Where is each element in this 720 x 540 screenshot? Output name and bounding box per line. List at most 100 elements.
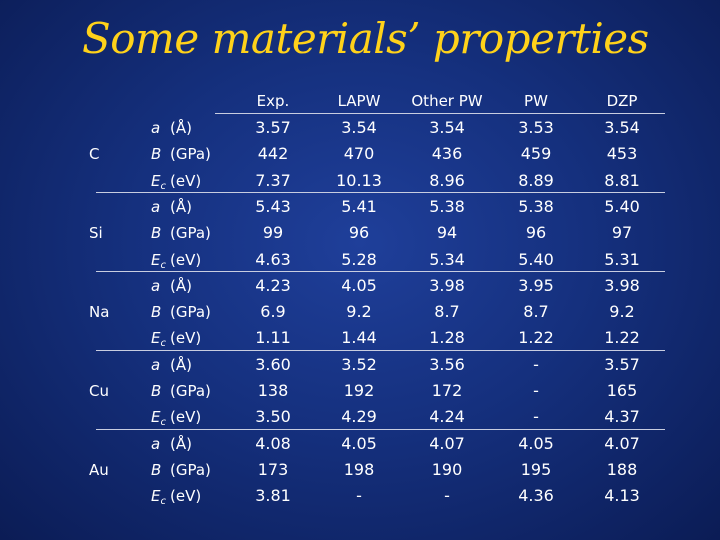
table-cell: 4.63 [255, 249, 291, 269]
table-cell: 7.37 [255, 170, 291, 190]
slide-title: Some materials’ properties [82, 14, 649, 63]
table-cell: 173 [257, 459, 289, 479]
property-unit: (GPa) [170, 460, 211, 479]
column-header: LAPW [337, 92, 381, 110]
property-symbol: a [151, 434, 160, 454]
property-symbol: B [151, 460, 161, 480]
property-unit: (GPa) [170, 382, 211, 400]
table-cell: 3.98 [429, 275, 465, 295]
table-cell: 5.38 [518, 196, 554, 216]
table-cell: 4.05 [518, 433, 554, 453]
table-cell: 4.08 [255, 433, 291, 453]
property-unit: (eV) [170, 171, 202, 190]
table-cell: 94 [436, 223, 458, 243]
table-cell: 96 [525, 223, 547, 243]
table-cell: 8.7 [434, 302, 460, 322]
table-cell: 8.7 [523, 302, 549, 322]
symbol-letter: a [151, 119, 161, 137]
table-cell: 8.89 [518, 170, 554, 190]
table-cell: 1.44 [341, 328, 377, 348]
table-cell: 1.28 [429, 328, 465, 348]
group-divider [96, 428, 665, 430]
property-symbol: a [151, 355, 160, 375]
table-cell: 4.23 [255, 275, 291, 295]
column-header: Other PW [411, 92, 483, 110]
table-cell: 9.2 [609, 302, 635, 322]
symbol-letter: E [151, 171, 161, 190]
property-unit: (Å) [170, 276, 192, 295]
table-cell: 4.36 [518, 486, 554, 506]
group-divider [96, 191, 665, 193]
table-cell: 99 [262, 223, 284, 243]
table-cell: 198 [343, 459, 375, 479]
symbol-letter: a [151, 434, 161, 453]
table-cell: 3.60 [255, 354, 291, 374]
table-cell: 188 [606, 459, 638, 479]
property-unit: (GPa) [170, 303, 211, 322]
property-symbol: Ec [151, 486, 166, 512]
symbol-subscript: c [160, 259, 166, 271]
table-cell: 97 [611, 223, 633, 243]
table-cell: 138 [257, 381, 289, 400]
property-symbol: Ec [151, 407, 166, 433]
material-name: Si [89, 224, 103, 243]
symbol-subscript: c [160, 417, 166, 429]
property-unit: (eV) [170, 250, 202, 269]
property-unit: (Å) [170, 197, 192, 216]
symbol-letter: B [151, 303, 162, 322]
table-cell: 195 [520, 459, 552, 479]
table-cell: 3.50 [255, 407, 291, 427]
symbol-letter: B [151, 224, 162, 243]
table-cell: 8.96 [429, 170, 465, 190]
table-cell: 5.40 [604, 196, 640, 216]
table-cell: 4.13 [604, 486, 640, 506]
symbol-letter: B [151, 382, 162, 400]
symbol-letter: a [151, 197, 161, 216]
symbol-subscript: c [160, 496, 166, 508]
table-cell: - [533, 381, 539, 400]
table-cell: 4.07 [604, 433, 640, 453]
table-cell: 5.31 [604, 249, 640, 269]
symbol-letter: a [151, 276, 161, 295]
symbol-letter: E [151, 329, 161, 348]
material-name: C [89, 145, 100, 164]
table-cell: 96 [348, 223, 370, 243]
table-cell: 5.41 [341, 196, 377, 216]
table-cell: 5.28 [341, 249, 377, 269]
symbol-letter: E [151, 487, 161, 506]
table-cell: 172 [431, 381, 463, 400]
group-divider [96, 270, 665, 272]
table-cell: 3.52 [341, 354, 377, 374]
symbol-letter: B [151, 460, 162, 479]
table-cell: 5.43 [255, 196, 291, 216]
table-cell: 3.54 [429, 118, 465, 137]
table-cell: 4.05 [341, 433, 377, 453]
table-cell: 190 [431, 459, 463, 479]
table-cell: 442 [257, 144, 289, 164]
symbol-letter: E [151, 408, 161, 427]
property-unit: (GPa) [170, 224, 211, 243]
table-cell: 3.53 [518, 118, 554, 137]
table-cell: - [533, 354, 539, 374]
property-unit: (GPa) [170, 145, 211, 164]
property-symbol: B [151, 223, 161, 243]
table-cell: 3.54 [604, 118, 640, 137]
table-cell: 3.54 [341, 118, 377, 137]
table-cell: 459 [520, 144, 552, 164]
property-unit: (Å) [170, 434, 192, 453]
table-cell: 1.22 [604, 328, 640, 348]
table-cell: 192 [343, 381, 375, 400]
table-cell: 5.38 [429, 196, 465, 216]
property-symbol: B [151, 302, 161, 322]
material-name: Au [89, 460, 109, 479]
table-cell: 4.05 [341, 275, 377, 295]
property-unit: (eV) [170, 329, 202, 348]
table-cell: - [444, 486, 450, 506]
table-cell: 3.81 [255, 486, 291, 506]
property-symbol: Ec [151, 171, 166, 197]
column-header: PW [524, 92, 548, 110]
column-header: Exp. [256, 92, 290, 110]
table-cell: 3.56 [429, 354, 465, 374]
table-cell: 4.37 [604, 407, 640, 427]
group-divider [96, 349, 665, 351]
